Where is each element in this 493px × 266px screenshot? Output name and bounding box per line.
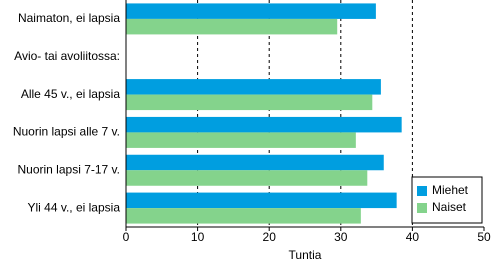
bar xyxy=(126,3,376,19)
y-tick-label: Yli 44 v., ei lapsia xyxy=(28,200,121,214)
y-tick-label: Nuorin lapsi 7-17 v. xyxy=(18,162,121,176)
legend-box xyxy=(411,176,483,224)
y-tick-label: Alle 45 v., ei lapsia xyxy=(21,87,120,101)
legend-swatch xyxy=(417,186,427,196)
bar xyxy=(126,132,356,148)
bar xyxy=(126,192,397,209)
bar xyxy=(126,79,381,95)
bar xyxy=(126,208,361,224)
bar xyxy=(126,154,384,171)
bar xyxy=(126,18,338,35)
x-tick-label: 30 xyxy=(334,230,348,244)
legend-label: Naiset xyxy=(432,200,467,214)
bar xyxy=(126,94,373,111)
bar xyxy=(126,116,402,133)
x-tick-label: 50 xyxy=(477,230,491,244)
bar xyxy=(126,170,368,186)
x-tick-label: 0 xyxy=(123,230,130,244)
x-tick-label: 10 xyxy=(191,230,205,244)
y-tick-label: Nuorin lapsi alle 7 v. xyxy=(13,125,120,139)
legend-label: Miehet xyxy=(432,183,469,197)
y-tick-label: Avio- tai avoliitossa: xyxy=(14,49,120,63)
x-tick-label: 40 xyxy=(406,230,420,244)
x-tick-label: 20 xyxy=(263,230,277,244)
legend-swatch xyxy=(417,203,427,213)
x-axis-title: Tuntia xyxy=(289,248,322,262)
y-tick-label: Naimaton, ei lapsia xyxy=(18,11,120,25)
